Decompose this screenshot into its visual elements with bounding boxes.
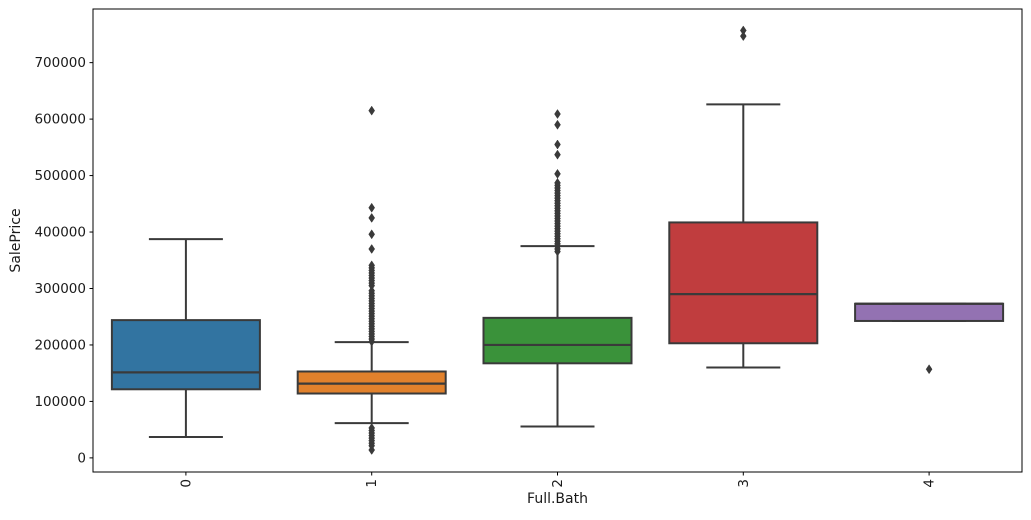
- outlier-flier: [368, 212, 376, 223]
- x-tick-label: 2: [550, 479, 566, 488]
- outlier-flier: [554, 149, 561, 160]
- outlier-flier: [554, 109, 561, 119]
- outlier-flier: [554, 246, 561, 257]
- y-tick-label: 700000: [34, 55, 86, 71]
- box-0: [110, 319, 261, 391]
- outlier-flier: [554, 119, 561, 130]
- y-tick-label: 100000: [34, 394, 86, 410]
- outlier-flier: [368, 202, 376, 213]
- outlier-flier: [739, 31, 747, 42]
- y-axis-label: SalePrice: [8, 208, 24, 272]
- outlier-flier: [368, 244, 376, 254]
- x-tick-label: 3: [736, 479, 752, 488]
- x-axis-label: Full.Bath: [527, 491, 588, 507]
- outlier-flier: [554, 139, 561, 150]
- outlier-flier: [368, 105, 376, 116]
- box-2: [482, 316, 633, 365]
- outlier-flier: [554, 168, 561, 179]
- box-3: [668, 221, 819, 345]
- outlier-flier: [368, 336, 376, 347]
- y-tick-label: 500000: [34, 168, 86, 184]
- y-tick-label: 200000: [34, 337, 86, 353]
- outlier-flier: [368, 229, 376, 240]
- y-tick-label: 0: [77, 450, 86, 466]
- box-1: [296, 370, 447, 395]
- x-tick-label: 4: [922, 479, 938, 488]
- box-4: [854, 302, 1005, 322]
- y-tick-label: 400000: [34, 225, 86, 241]
- y-tick-label: 600000: [34, 112, 86, 128]
- outlier-flier: [368, 445, 376, 455]
- outlier-flier: [925, 364, 933, 375]
- y-tick-label: 300000: [34, 281, 86, 297]
- x-tick-label: 0: [178, 479, 194, 488]
- x-tick-label: 1: [364, 479, 380, 488]
